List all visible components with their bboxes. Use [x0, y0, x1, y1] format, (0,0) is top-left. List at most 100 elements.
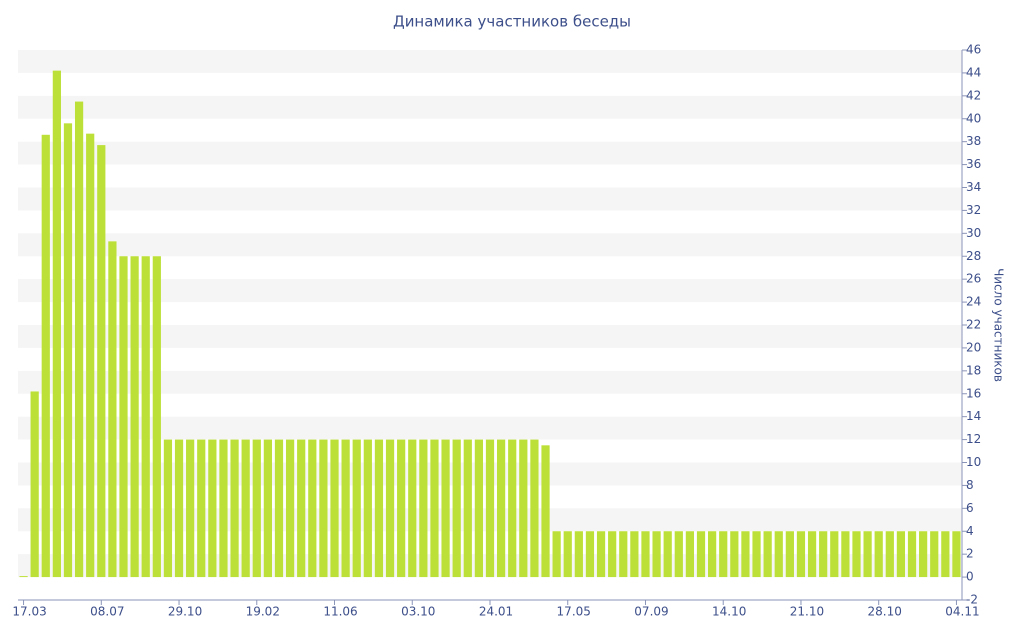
bar [941, 531, 950, 578]
bar [696, 531, 706, 578]
bar [585, 531, 595, 578]
bar [19, 576, 28, 578]
bar [274, 439, 284, 578]
x-tick-label: 11.06 [323, 605, 357, 619]
bar [330, 439, 339, 578]
bar [630, 531, 639, 578]
bar [430, 439, 439, 578]
y-tick-label: 4 [966, 524, 974, 538]
bar [230, 439, 239, 578]
bar [385, 439, 395, 578]
bar [796, 531, 806, 578]
y-tick-label: -2 [966, 593, 978, 607]
grid-band [18, 187, 962, 211]
bar [108, 241, 117, 578]
bar [419, 439, 428, 578]
x-tick-label: 21.10 [790, 605, 824, 619]
bar [352, 439, 361, 578]
bar [163, 439, 173, 578]
x-tick-label: 03.10 [401, 605, 435, 619]
bar [930, 531, 939, 578]
bar [774, 531, 783, 578]
y-tick-label: 42 [966, 88, 981, 102]
bar [197, 439, 206, 578]
bar [252, 439, 261, 578]
bar [619, 531, 628, 578]
y-axis-label: Число участников [992, 268, 1006, 382]
bar [841, 531, 850, 578]
bar [874, 531, 883, 578]
chart-title: Динамика участников беседы [393, 13, 631, 31]
y-tick-label: 38 [966, 134, 981, 148]
x-tick-label: 08.07 [90, 605, 124, 619]
x-tick-label: 19.02 [246, 605, 280, 619]
bar [285, 439, 295, 578]
bar [241, 439, 250, 578]
bar [863, 531, 872, 578]
x-tick-label: 14.10 [712, 605, 746, 619]
y-tick-label: 14 [966, 409, 981, 423]
y-tick-label: 44 [966, 65, 981, 79]
y-tick-label: 8 [966, 478, 974, 492]
grid-band [18, 416, 962, 440]
bar [719, 531, 728, 578]
bar [819, 531, 828, 578]
y-tick-label: 34 [966, 180, 981, 194]
bar [208, 439, 217, 578]
bar [374, 439, 384, 578]
bar [508, 439, 517, 578]
bar [830, 531, 839, 578]
x-tick-label: 04.11 [945, 605, 979, 619]
y-tick-label: 22 [966, 318, 981, 332]
y-tick-label: 26 [966, 272, 981, 286]
y-tick-label: 28 [966, 249, 981, 263]
bar [663, 531, 672, 578]
y-tick-label: 46 [966, 43, 981, 57]
bar [474, 439, 484, 578]
bar [530, 439, 539, 578]
bar [186, 439, 195, 578]
bar [685, 531, 695, 578]
x-tick-label: 24.01 [479, 605, 513, 619]
bar [896, 531, 906, 578]
bar [807, 531, 817, 578]
bar [674, 531, 683, 578]
grid-band [18, 141, 962, 165]
bar [496, 439, 506, 578]
bar [541, 445, 550, 578]
bar [652, 531, 661, 578]
bar [907, 531, 917, 578]
bar [130, 256, 139, 578]
y-tick-label: 12 [966, 432, 981, 446]
grid-band [18, 95, 962, 119]
bar [708, 531, 717, 578]
bar [563, 531, 572, 578]
bar [885, 531, 894, 578]
x-tick-label: 29.10 [168, 605, 202, 619]
bar [119, 256, 128, 578]
y-tick-label: 30 [966, 226, 981, 240]
bar [463, 439, 472, 578]
x-tick-label: 07.09 [634, 605, 668, 619]
bar [319, 439, 328, 578]
bar [552, 531, 561, 578]
bar [596, 531, 606, 578]
bar [852, 531, 861, 578]
bar [141, 256, 150, 578]
bar [641, 531, 650, 578]
bar [341, 439, 350, 578]
y-tick-label: 24 [966, 295, 981, 309]
y-tick-label: 36 [966, 157, 981, 171]
grid-band [18, 233, 962, 257]
bar [608, 531, 617, 578]
y-tick-label: 20 [966, 340, 981, 354]
bar [752, 531, 761, 578]
bar [219, 439, 228, 578]
bar [30, 391, 39, 578]
bar [485, 439, 495, 578]
bar [152, 256, 161, 578]
bar [763, 531, 772, 578]
y-tick-label: 0 [966, 570, 974, 584]
grid-band [18, 325, 962, 348]
